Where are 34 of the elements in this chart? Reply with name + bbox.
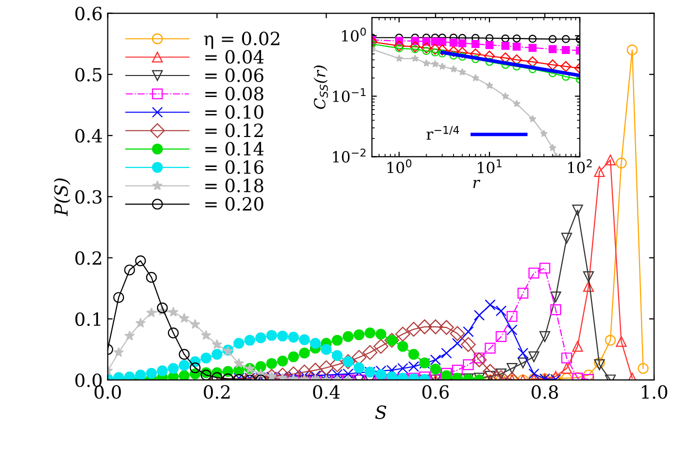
legend-label: = 0.12 xyxy=(205,124,263,138)
x-tick-label: 0.4 xyxy=(313,385,340,399)
legend-label: = 0.08 xyxy=(205,86,264,100)
x-axis-title: S xyxy=(375,405,386,420)
y-axis-title: C$_{SS}$(r) xyxy=(314,66,328,109)
x-tick-label: 1.0 xyxy=(642,385,668,399)
y-tick-label: 0.6 xyxy=(75,6,102,20)
x-tick-label: 0.2 xyxy=(204,385,230,399)
x-axis-title: r xyxy=(473,180,480,188)
y-tick-label: 10$^{−2}$ xyxy=(333,148,366,163)
x-tick-label: 0.8 xyxy=(532,385,558,399)
y-tick-label: 0.3 xyxy=(75,190,102,204)
y-tick-label: 0.0 xyxy=(75,373,102,388)
x-tick-label: 0.6 xyxy=(422,385,449,399)
legend-label: = 0.06 xyxy=(205,68,264,82)
x-tick-label: 0.0 xyxy=(94,385,121,399)
x-tick-label: 10$^{2}$ xyxy=(568,159,592,174)
legend-label: = 0.20 xyxy=(205,197,264,211)
legend-label: = 0.16 xyxy=(205,160,264,174)
y-tick-label: 10$^{0}$ xyxy=(342,28,366,42)
legend-label: = 0.10 xyxy=(205,105,264,119)
y-tick-label: 0.4 xyxy=(75,128,102,143)
y-tick-label: 0.5 xyxy=(75,68,102,82)
x-tick-label: 10$^{1}$ xyxy=(478,159,502,174)
legend-label: = 0.14 xyxy=(205,142,264,156)
y-tick-label: 0.2 xyxy=(75,251,102,265)
y-axis-title: P(S) xyxy=(54,178,70,216)
y-tick-label: 0.1 xyxy=(75,312,100,326)
legend-label: = 0.18 xyxy=(205,178,264,192)
legend-label: r$^{−1/4}$ xyxy=(426,126,460,140)
legend-label: η = 0.02 xyxy=(204,32,280,49)
x-tick-label: 10$^{0}$ xyxy=(388,159,412,174)
legend-label: = 0.04 xyxy=(205,50,264,64)
y-tick-label: 10$^{−1}$ xyxy=(333,88,366,102)
